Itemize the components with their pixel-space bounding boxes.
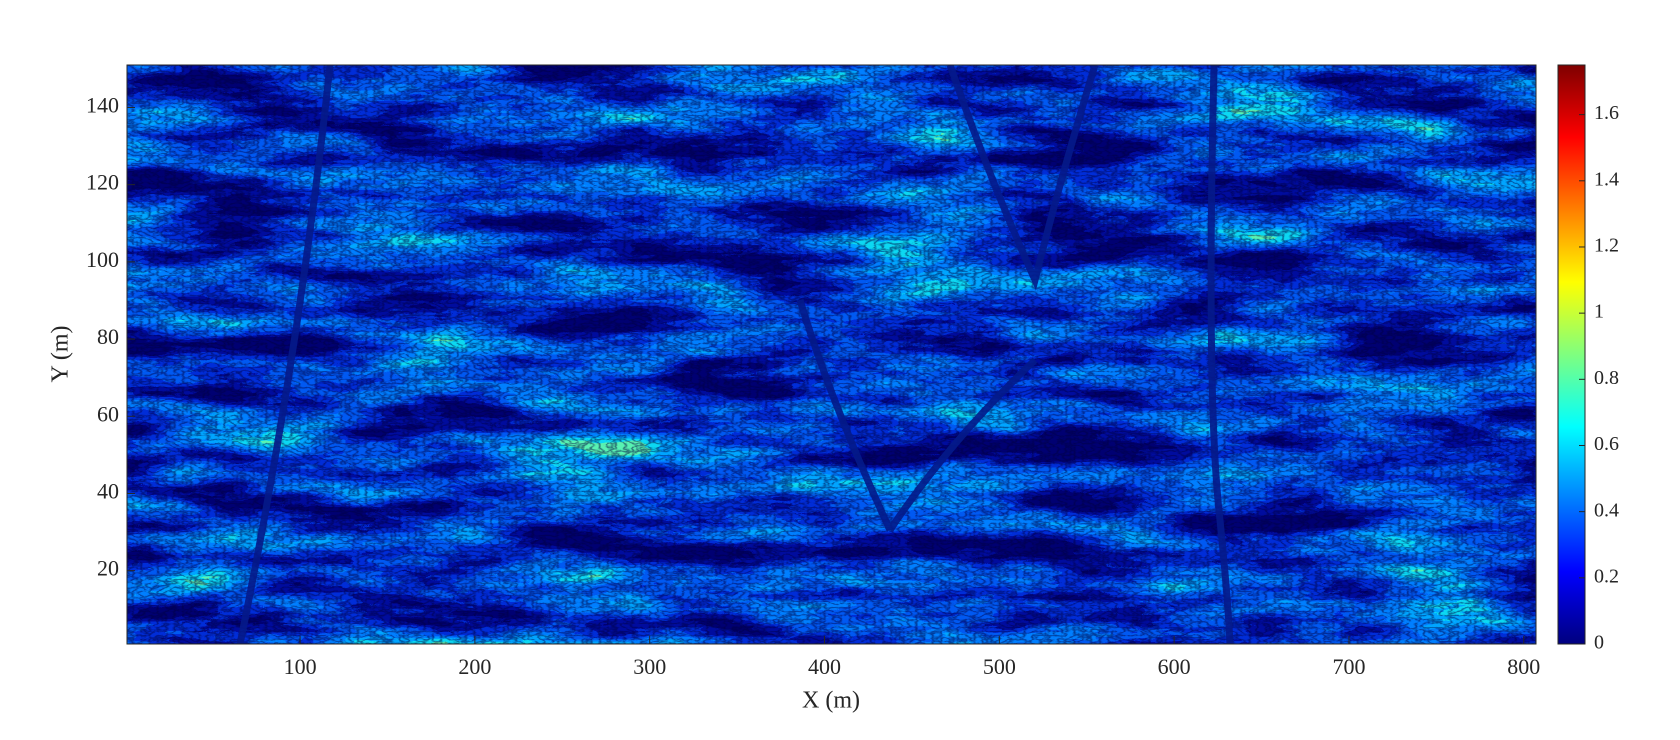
colorbar-tick-label: 1 xyxy=(1594,301,1604,323)
x-axis-title: X (m) xyxy=(802,688,860,714)
x-tick-label: 800 xyxy=(1507,654,1540,679)
x-tick-label: 200 xyxy=(458,654,491,679)
x-tick-label: 300 xyxy=(633,654,666,679)
y-tick-label: 80 xyxy=(97,324,119,349)
colorbar-tick-label: 1.6 xyxy=(1594,102,1619,124)
y-tick-label: 60 xyxy=(97,401,119,426)
y-tick-label: 140 xyxy=(86,93,119,118)
x-tick-label: 500 xyxy=(983,654,1016,679)
colorbar-tick-label: 0.4 xyxy=(1594,499,1619,521)
colorbar-tick-label: 0.2 xyxy=(1594,565,1619,587)
x-tick-label: 100 xyxy=(284,654,317,679)
x-tick-label: 600 xyxy=(1158,654,1191,679)
y-tick-label: 120 xyxy=(86,170,119,195)
colorbar-tick-label: 0 xyxy=(1594,632,1604,654)
x-tick-label: 400 xyxy=(808,654,841,679)
y-tick-label: 100 xyxy=(86,247,119,272)
x-tick-label: 700 xyxy=(1332,654,1365,679)
y-tick-label: 40 xyxy=(97,479,119,504)
colorbar-tick-label: 1.4 xyxy=(1594,168,1619,190)
y-tick-label: 20 xyxy=(97,556,119,581)
plot-frame xyxy=(126,64,1537,645)
colorbar-tick-label: 1.2 xyxy=(1594,235,1619,257)
colorbar-tick-label: 0.8 xyxy=(1594,367,1619,389)
y-axis-title: Y (m) xyxy=(48,325,74,382)
colorbar xyxy=(1557,64,1586,645)
colorbar-tick-label: 0.6 xyxy=(1594,433,1619,455)
contour-field xyxy=(127,65,1536,644)
